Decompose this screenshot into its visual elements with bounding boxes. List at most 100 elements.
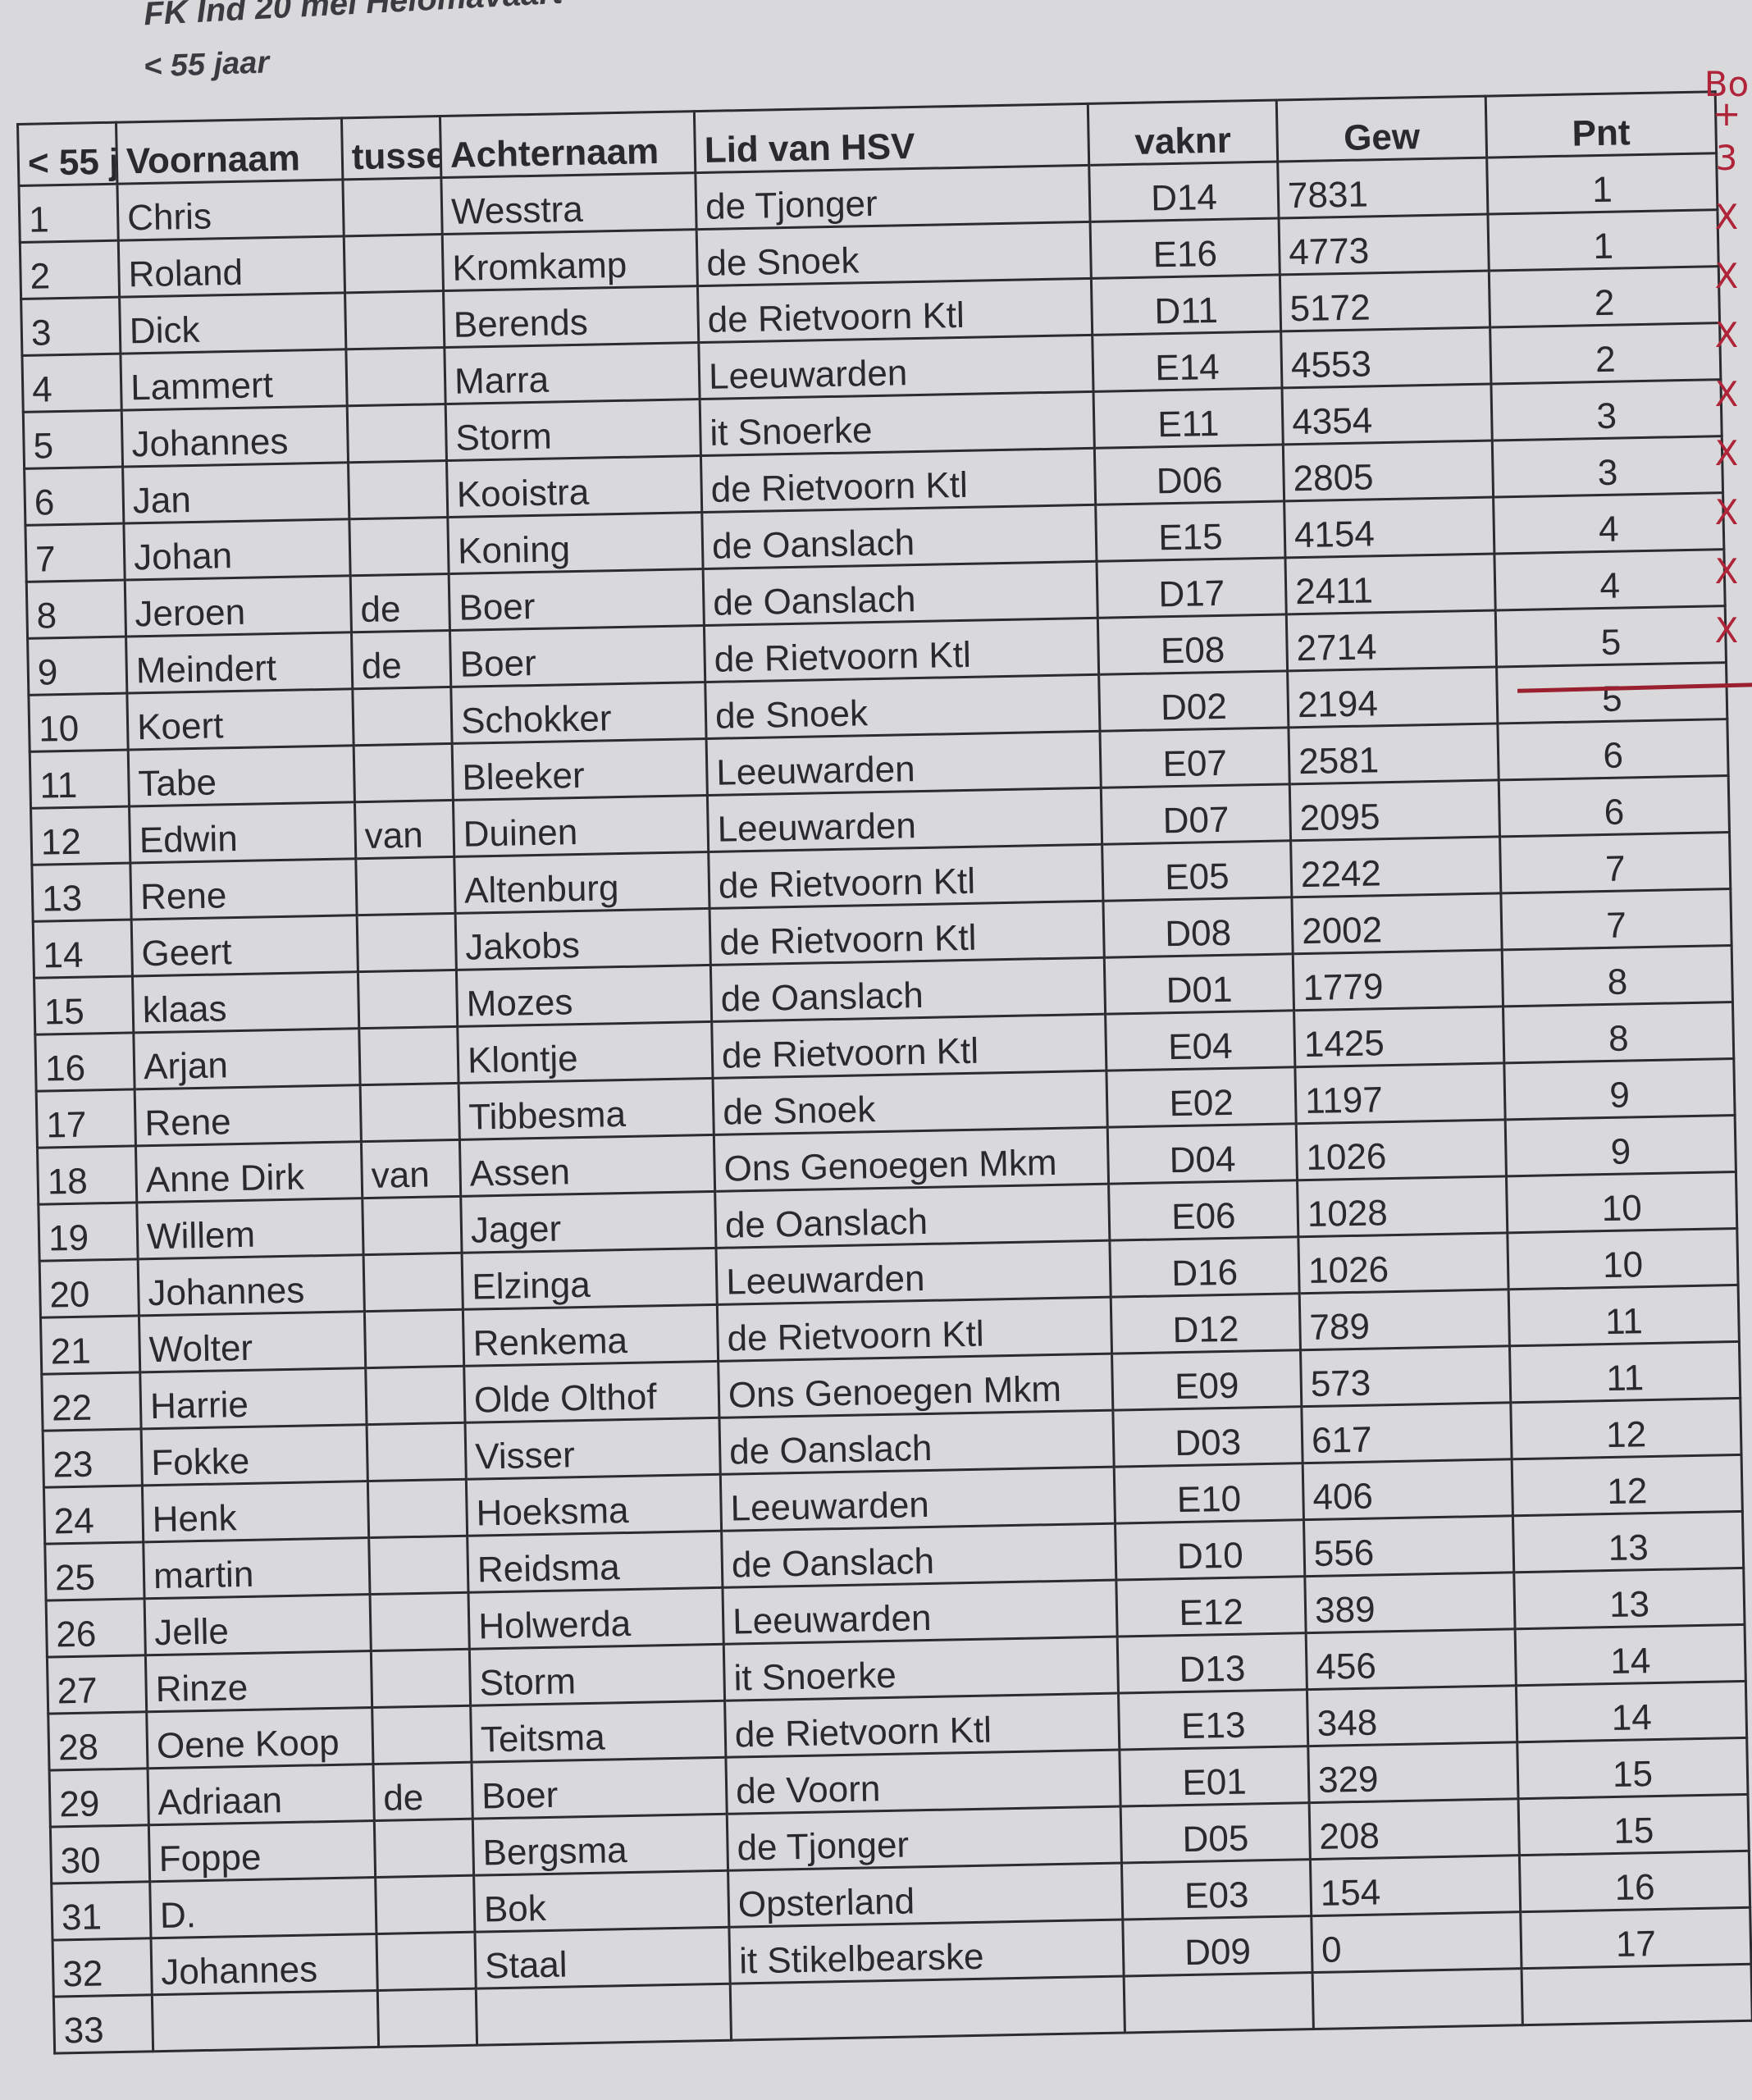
cell-club: de Rietvoorn Ktl — [711, 1014, 1106, 1079]
cell-spot: D03 — [1112, 1406, 1303, 1468]
cell-weight: 329 — [1307, 1742, 1519, 1803]
cell-first-name: Chris — [116, 179, 344, 241]
cell-weight: 1026 — [1298, 1232, 1509, 1294]
cell-spot: E14 — [1092, 331, 1282, 392]
cell-points: 8 — [1503, 1002, 1734, 1063]
cell-infix — [367, 1422, 467, 1481]
cell-last-name: Tibbesma — [459, 1078, 714, 1140]
cell-points: 16 — [1519, 1851, 1750, 1912]
cell-spot: E07 — [1099, 727, 1290, 788]
cell-infix — [355, 856, 456, 915]
cell-weight: 556 — [1303, 1515, 1514, 1577]
cell-infix — [349, 517, 449, 576]
cell-club: de Tjonger — [695, 165, 1091, 230]
cell-club: de Tjonger — [727, 1806, 1122, 1871]
cell-spot — [1124, 1972, 1314, 2033]
cell-spot: E08 — [1097, 614, 1288, 675]
cell-points: 15 — [1517, 1737, 1749, 1799]
cell-spot: E01 — [1119, 1746, 1310, 1807]
cell-rank: 12 — [30, 806, 130, 865]
cell-spot: E05 — [1102, 840, 1292, 902]
cell-first-name: Wolter — [139, 1311, 366, 1372]
cell-points: 11 — [1509, 1341, 1741, 1403]
cell-weight: 0 — [1311, 1911, 1522, 1973]
cell-points: 5 — [1496, 662, 1727, 724]
handwritten-marks: Bo +3 X X X X X X X X — [1702, 67, 1751, 660]
cell-points: 8 — [1502, 945, 1733, 1007]
cell-weight: 456 — [1306, 1628, 1517, 1690]
cell-weight: 4354 — [1281, 384, 1493, 445]
cell-rank: 25 — [44, 1541, 145, 1601]
cell-spot: D05 — [1120, 1802, 1311, 1864]
cell-rank: 1 — [18, 184, 119, 243]
cell-weight: 2805 — [1283, 441, 1494, 501]
cell-weight: 2242 — [1290, 836, 1501, 897]
cell-infix — [357, 913, 457, 972]
cell-points: 2 — [1489, 266, 1720, 328]
cell-last-name: Marra — [444, 342, 700, 404]
cell-spot: D02 — [1098, 670, 1289, 732]
cell-infix — [352, 687, 453, 746]
cell-club: Leeuwarden — [720, 1467, 1116, 1532]
cell-club: Leeuwarden — [698, 335, 1094, 399]
cell-weight: 2581 — [1288, 723, 1499, 784]
cell-spot: D14 — [1088, 161, 1280, 222]
cell-rank: 8 — [26, 580, 126, 639]
cell-first-name: Roland — [118, 235, 345, 298]
cell-weight: 1026 — [1296, 1119, 1507, 1180]
cell-club: de Oanslach — [714, 1184, 1110, 1249]
cell-weight: 5172 — [1280, 271, 1490, 331]
cell-first-name: Koert — [126, 688, 354, 751]
cell-last-name: Reidsma — [467, 1531, 723, 1593]
cell-club: de Oanslach — [701, 504, 1097, 569]
cell-infix — [377, 1988, 477, 2048]
cell-points: 4 — [1493, 492, 1724, 555]
cell-weight: 4154 — [1284, 497, 1494, 558]
cell-infix: de — [372, 1762, 473, 1821]
column-header: vaknr — [1088, 100, 1278, 166]
cell-last-name: Storm — [469, 1644, 725, 1706]
cell-points: 12 — [1512, 1454, 1743, 1516]
cell-rank: 31 — [51, 1881, 152, 1941]
column-header: Lid van HSV — [694, 103, 1089, 173]
cell-last-name: Staal — [474, 1927, 731, 1989]
handwritten-mark: X — [1714, 433, 1739, 473]
cell-rank: 16 — [34, 1032, 135, 1092]
cell-rank: 26 — [46, 1598, 146, 1658]
cell-rank: 4 — [21, 354, 122, 413]
cell-last-name: Bleeker — [452, 738, 708, 801]
cell-club: de Rietvoorn Ktl — [708, 844, 1103, 909]
document-title: FK Ind 20 mei Helomavaart — [143, 0, 564, 33]
results-sheet: < 55 j Voornaam tusse Achternaam Lid van HSV… — [16, 90, 1752, 2054]
cell-spot: D17 — [1097, 557, 1287, 619]
column-header: < 55 j — [17, 122, 117, 186]
cell-club: Leeuwarden — [715, 1240, 1111, 1305]
cell-first-name — [152, 1990, 379, 2052]
cell-points: 6 — [1499, 775, 1730, 837]
cell-first-name: Rinze — [145, 1650, 372, 1712]
handwritten-mark: X — [1714, 551, 1739, 591]
cell-last-name: Assen — [459, 1134, 715, 1197]
cell-first-name: Arjan — [133, 1028, 361, 1089]
cell-points: 14 — [1515, 1624, 1746, 1686]
cell-rank: 15 — [34, 975, 134, 1035]
cell-first-name: Adriaan — [148, 1764, 375, 1825]
cell-infix: van — [354, 800, 454, 859]
cell-weight: 573 — [1300, 1345, 1511, 1407]
cell-club: de Rietvoorn Ktl — [700, 448, 1096, 513]
cell-club: de Oanslach — [703, 561, 1098, 626]
cell-points: 9 — [1503, 1058, 1736, 1120]
cell-first-name: klaas — [132, 971, 359, 1033]
cell-club: Ons Genoegen Mkm — [718, 1354, 1113, 1418]
cell-infix — [347, 404, 447, 463]
cell-first-name: Rene — [135, 1084, 362, 1146]
cell-infix — [344, 290, 445, 349]
cell-infix: van — [361, 1139, 461, 1198]
cell-infix — [372, 1705, 472, 1764]
cell-first-name: Meindert — [125, 632, 353, 694]
cell-club: de Snoek — [713, 1071, 1108, 1135]
cell-club: it Snoerke — [700, 391, 1095, 456]
cell-last-name: Jager — [460, 1191, 716, 1253]
cell-infix — [365, 1366, 466, 1425]
category-subtitle: < 55 jaar — [143, 45, 270, 84]
